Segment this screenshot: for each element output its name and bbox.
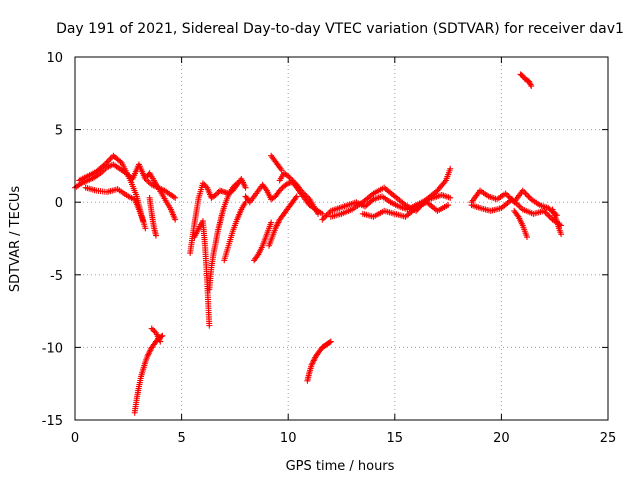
series-sat-g [148, 325, 164, 345]
data-point [148, 325, 155, 332]
data-point [142, 225, 149, 232]
data-point [326, 339, 333, 346]
series-sat-m [266, 193, 300, 249]
y-tick-label: 10 [46, 51, 63, 66]
data-point [242, 184, 249, 191]
series-sat-l [251, 219, 275, 264]
data-point [172, 216, 179, 223]
data-point [522, 190, 529, 197]
series-sat-d [144, 170, 179, 223]
x-tick-label: 25 [600, 431, 617, 446]
data-point [322, 213, 329, 220]
series-sat-x [549, 206, 565, 238]
series-sat-p [276, 170, 322, 217]
series-sat-q [304, 338, 334, 384]
data-point [319, 216, 326, 223]
y-tick-label: -10 [42, 341, 63, 356]
series-sat-y [517, 71, 535, 90]
data-point [525, 193, 532, 200]
chart-title: Day 191 of 2021, Sidereal Day-to-day VTE… [56, 21, 624, 37]
x-tick-label: 15 [387, 431, 404, 446]
data-point [170, 193, 177, 200]
data-point [117, 158, 124, 165]
data-point [150, 326, 157, 333]
x-axis-label: GPS time / hours [286, 459, 395, 474]
data-point [323, 212, 330, 219]
data-point [516, 203, 523, 210]
data-point [504, 191, 511, 198]
data-point [106, 157, 113, 164]
data-point [206, 322, 213, 329]
data-point [445, 202, 452, 209]
y-axis-label: SDTVAR / TECUs [8, 186, 23, 293]
series-sat-t [359, 199, 452, 220]
data-point [523, 234, 530, 241]
data-point [140, 218, 147, 225]
x-tick-label: 0 [71, 431, 79, 446]
plot-frame [74, 56, 609, 421]
data-point [369, 197, 376, 204]
series-sat-j [206, 180, 241, 293]
y-tick-label: 5 [55, 124, 63, 139]
data-point [545, 212, 552, 219]
y-tick-label: 0 [55, 196, 63, 211]
series-sat-i [191, 218, 213, 329]
data-points [72, 71, 565, 416]
data-point [153, 232, 160, 239]
series-sat-e [146, 194, 160, 239]
data-point [172, 194, 179, 201]
x-tick-label: 5 [177, 431, 185, 446]
data-point [546, 213, 553, 220]
data-point [447, 194, 454, 201]
y-tick-labels: 10 5 0 -5 -10 -15 [42, 51, 63, 429]
x-tick-labels: 0 5 10 15 20 25 [71, 431, 616, 446]
data-point [542, 209, 549, 216]
data-point [159, 332, 166, 339]
y-tick-label: -5 [50, 269, 63, 284]
data-point [523, 191, 530, 198]
series-sat-o [268, 152, 285, 174]
grid-lines [75, 57, 608, 420]
data-point [320, 215, 327, 222]
data-point [315, 210, 322, 217]
series-sat-w [511, 207, 530, 241]
data-point [157, 338, 164, 345]
data-point [293, 193, 300, 200]
data-point [327, 338, 334, 345]
axis-ticks [74, 56, 609, 421]
data-point [558, 231, 565, 238]
data-point [528, 83, 535, 90]
data-point [268, 219, 275, 226]
series-sat-c [82, 184, 147, 225]
data-point [234, 180, 241, 187]
x-tick-label: 20 [493, 431, 510, 446]
data-point [447, 165, 454, 172]
data-point [100, 162, 107, 169]
series-sat-h [187, 175, 249, 257]
series-sat-k [221, 199, 249, 264]
x-tick-label: 10 [280, 431, 297, 446]
series-sat-f [131, 332, 166, 416]
data-point [515, 202, 522, 209]
y-tick-label: -15 [42, 414, 63, 429]
